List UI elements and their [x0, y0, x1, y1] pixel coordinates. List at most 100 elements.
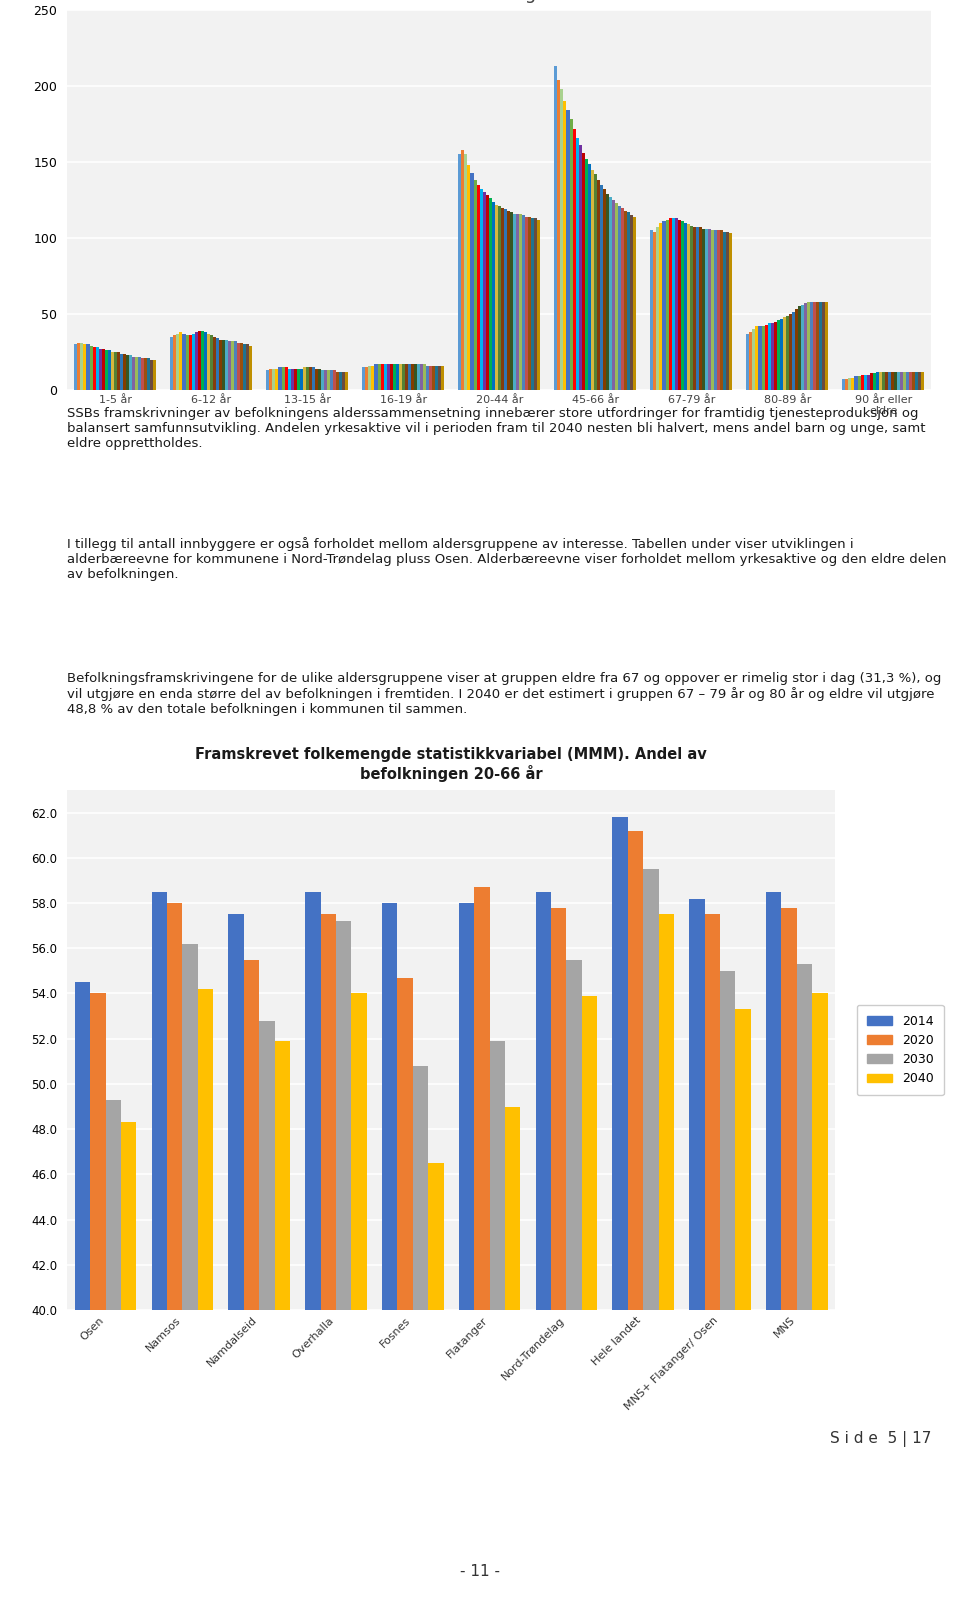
Bar	[795, 310, 798, 390]
Bar	[705, 230, 708, 390]
Bar	[276, 369, 278, 390]
Bar	[318, 369, 321, 390]
Bar	[153, 360, 156, 390]
Title: Framskrevet folkemengde statistikkvariabel (MMM). Andel av
befolkningen 20-66 år: Framskrevet folkemengde statistikkvariab…	[195, 746, 708, 782]
Bar	[387, 364, 390, 390]
Bar	[390, 364, 393, 390]
Bar	[876, 372, 878, 390]
Bar	[497, 205, 501, 390]
Bar	[798, 307, 801, 390]
Bar	[441, 366, 444, 390]
Bar	[582, 995, 597, 1605]
Bar	[108, 350, 110, 390]
Bar	[678, 220, 681, 390]
Bar	[209, 335, 213, 390]
Bar	[906, 372, 909, 390]
Bar	[672, 218, 675, 390]
Bar	[96, 347, 99, 390]
Bar	[490, 1042, 505, 1605]
Bar	[534, 218, 537, 390]
Bar	[372, 366, 374, 390]
Bar	[846, 379, 849, 390]
Bar	[309, 368, 312, 390]
Bar	[705, 915, 720, 1605]
Bar	[234, 342, 237, 390]
Bar	[182, 334, 185, 390]
Bar	[321, 371, 324, 390]
Bar	[198, 989, 213, 1605]
Bar	[468, 165, 470, 390]
Bar	[291, 369, 294, 390]
Bar	[657, 228, 660, 390]
Bar	[860, 376, 864, 390]
Bar	[720, 231, 723, 390]
Bar	[726, 231, 729, 390]
Bar	[816, 302, 819, 390]
Bar	[789, 315, 792, 390]
Bar	[710, 231, 714, 390]
Bar	[660, 223, 662, 390]
Bar	[554, 66, 558, 390]
Bar	[270, 369, 273, 390]
Bar	[870, 374, 873, 390]
Bar	[240, 343, 243, 390]
Bar	[86, 345, 89, 390]
Bar	[878, 372, 881, 390]
Text: Befolkningsframskrivingene for de ulike aldersgruppene viser at gruppen eldre fr: Befolkningsframskrivingene for de ulike …	[67, 672, 942, 716]
Bar	[336, 372, 339, 390]
Bar	[401, 364, 405, 390]
Bar	[180, 332, 182, 390]
Bar	[420, 364, 422, 390]
Bar	[132, 356, 134, 390]
Bar	[723, 231, 726, 390]
Bar	[681, 221, 684, 390]
Bar	[822, 302, 825, 390]
Bar	[90, 993, 106, 1605]
Bar	[564, 101, 566, 390]
Bar	[89, 347, 92, 390]
Bar	[377, 364, 380, 390]
Bar	[147, 358, 150, 390]
Bar	[302, 368, 305, 390]
Bar	[192, 334, 195, 390]
Bar	[351, 993, 367, 1605]
Bar	[758, 326, 761, 390]
Bar	[885, 372, 888, 390]
Bar	[806, 302, 810, 390]
Bar	[753, 329, 756, 390]
Bar	[345, 372, 348, 390]
Bar	[902, 372, 906, 390]
Bar	[330, 371, 333, 390]
Bar	[489, 199, 492, 390]
Bar	[525, 217, 528, 390]
Bar	[284, 368, 288, 390]
Bar	[300, 369, 302, 390]
Bar	[249, 347, 252, 390]
Bar	[609, 197, 612, 390]
Bar	[219, 340, 222, 390]
Bar	[198, 331, 201, 390]
Bar	[225, 340, 228, 390]
Bar	[699, 228, 702, 390]
Bar	[206, 334, 209, 390]
Bar	[761, 326, 764, 390]
Bar	[536, 892, 551, 1605]
Bar	[281, 368, 284, 390]
Bar	[689, 226, 693, 390]
Bar	[507, 210, 510, 390]
Bar	[522, 215, 525, 390]
Bar	[339, 372, 342, 390]
Bar	[766, 892, 781, 1605]
Bar	[708, 230, 710, 390]
Bar	[408, 364, 411, 390]
Bar	[321, 915, 336, 1605]
Bar	[572, 128, 576, 390]
Bar	[435, 366, 438, 390]
Bar	[665, 220, 668, 390]
Bar	[188, 335, 192, 390]
Bar	[628, 831, 643, 1605]
Text: I tillegg til antall innbyggere er også forholdet mellom aldersgruppene av inter: I tillegg til antall innbyggere er også …	[67, 538, 947, 581]
Bar	[558, 80, 561, 390]
Bar	[305, 368, 309, 390]
Bar	[326, 371, 330, 390]
